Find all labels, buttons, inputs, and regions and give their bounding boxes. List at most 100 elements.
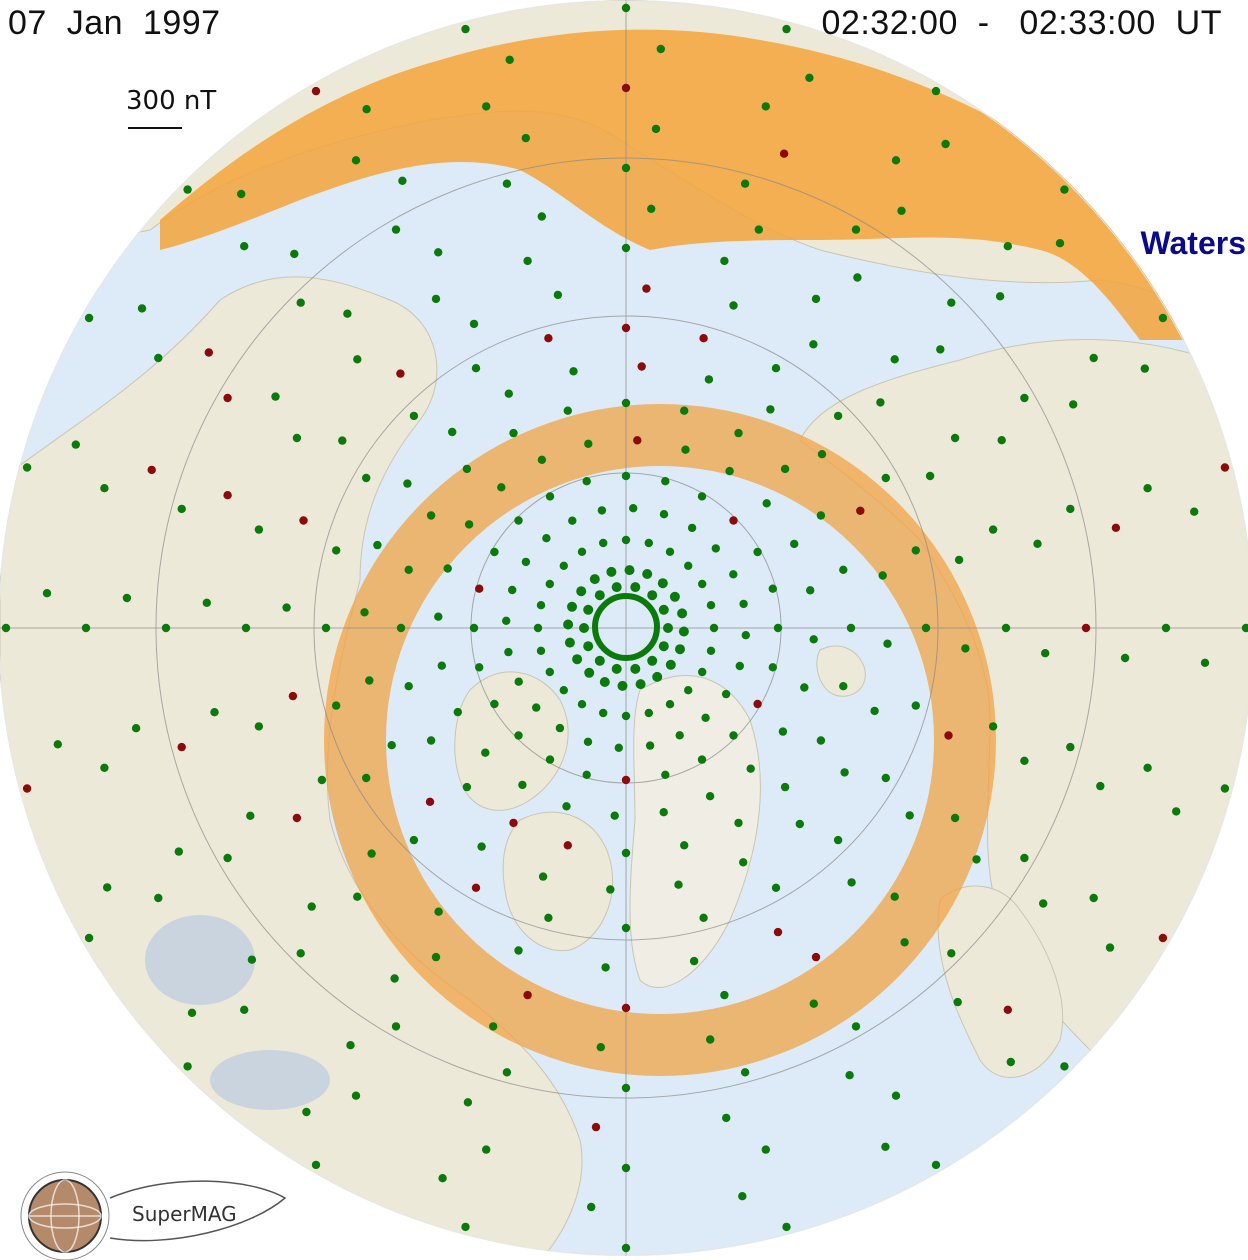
station-green-dot [878,571,887,580]
station-green-dot [404,565,413,574]
station-green-dot [391,225,401,234]
station-red-dot [563,841,572,850]
station-green-dot [599,708,608,718]
station-red-dot [288,691,298,701]
station-green-dot [471,364,481,373]
station-green-dot [947,949,956,958]
station-green-dot [800,683,809,692]
station-green-dot [254,525,264,534]
station-red-dot [621,1003,631,1013]
station-green-dot [523,256,532,266]
station-green-dot [846,623,856,633]
station-green-dot [675,644,685,655]
station-green-dot [1020,853,1029,863]
station-green-dot [851,1022,861,1031]
time-range-label: 02:32:00 - 02:33:00 UT [821,4,1222,42]
station-green-dot [398,176,407,185]
station-green-dot [611,663,622,674]
station-red-dot [944,731,953,740]
station-green-dot [453,707,462,717]
station-green-dot [187,1008,197,1017]
station-green-dot [681,445,690,454]
station-green-dot [1143,484,1152,493]
station-green-dot [761,102,770,111]
station-red-dot [311,86,321,96]
station-green-dot [469,319,479,329]
station-red-dot [637,362,646,371]
station-green-dot [665,700,675,709]
station-green-dot [572,654,583,665]
station-green-dot [1096,781,1105,791]
station-green-dot [518,780,527,790]
station-green-dot [317,775,327,785]
station-green-dot [630,582,641,593]
station-green-dot [332,701,341,710]
station-green-dot [537,212,546,221]
station-green-dot [647,655,658,666]
station-green-dot [720,990,729,1000]
landmass-svalbard [816,645,866,697]
station-green-dot [599,677,610,687]
station-green-dot [587,1202,596,1212]
station-green-dot [481,748,490,757]
station-green-dot [582,770,591,779]
station-green-dot [721,689,731,699]
station-green-dot [881,1142,890,1152]
station-green-dot [911,546,920,555]
station-green-dot [438,1174,447,1183]
station-green-dot [437,661,446,670]
station-green-dot [594,655,605,666]
station-green-dot [659,510,669,519]
station-green-dot [1066,504,1075,514]
station-green-dot [699,913,708,922]
station-green-dot [720,256,729,266]
station-green-dot [839,565,848,574]
station-green-dot [183,1062,192,1071]
station-green-dot [351,1091,361,1100]
station-green-dot [508,585,517,595]
station-green-dot [482,102,491,111]
station-green-dot [847,878,856,887]
station-green-dot [84,313,94,323]
station-red-dot [425,797,435,806]
station-green-dot [644,708,653,718]
station-green-dot [689,956,699,966]
station-green-dot [657,578,668,589]
station-green-dot [950,433,960,443]
station-green-dot [768,663,777,672]
station-red-dot [1003,1005,1012,1014]
station-green-dot [462,782,472,792]
station-green-dot [706,601,716,610]
station-green-dot [746,764,755,773]
station-green-dot [346,1041,355,1050]
station-green-dot [563,406,572,415]
station-green-dot [343,309,352,318]
station-green-dot [502,179,512,188]
station-green-dot [1066,742,1075,752]
station-green-dot [1172,807,1181,816]
station-green-dot [562,802,571,811]
station-green-dot [881,473,890,483]
station-green-dot [947,298,956,307]
station-green-dot [817,450,827,459]
station-green-dot [1190,507,1199,516]
station-green-dot [659,808,668,817]
landmass-greenland [629,675,761,988]
station-green-dot [816,736,826,745]
station-green-dot [883,639,892,648]
station-green-dot [809,340,818,349]
station-green-dot [754,225,763,234]
station-green-dot [665,659,676,670]
station-green-dot [353,355,362,364]
landmass-baffin [502,811,614,952]
station-green-dot [988,722,998,731]
station-green-dot [533,623,543,633]
station-green-dot [555,723,565,733]
station-red-dot [1220,463,1230,472]
station-green-dot [658,641,669,652]
station-green-dot [761,1145,770,1154]
station-green-dot [536,646,546,655]
station-green-dot [443,564,452,573]
station-red-dot [544,334,553,343]
